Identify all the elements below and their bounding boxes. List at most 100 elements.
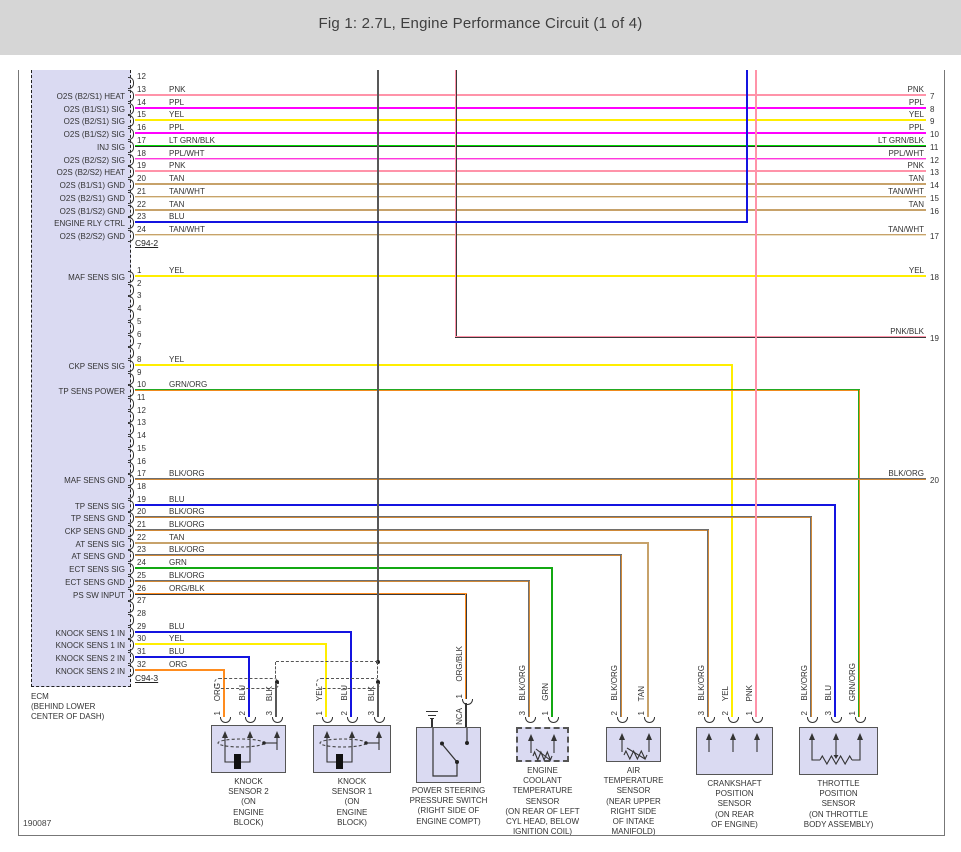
wire-LT GRN/BLK [135, 144, 926, 147]
wire-color-label: LT GRN/BLK [169, 135, 215, 145]
ecm-pin-number: 1 [137, 266, 142, 275]
ecm-pin-signal-label: PS SW INPUT [72, 590, 125, 600]
wire-PNK [755, 70, 757, 717]
ecm-pin-signal-label: INJ SIG [96, 142, 125, 152]
connector-cup-icon [751, 717, 763, 723]
title-bar: Fig 1: 2.7L, Engine Performance Circuit … [0, 0, 961, 55]
wire-BLU [135, 503, 836, 506]
wire-color-label: ORG/BLK [169, 583, 205, 593]
ecm-pin-signal-label: TP SENS GND [70, 514, 125, 524]
wire-color-vertical-label: BLK/ORG [697, 665, 706, 701]
ecm-pin-signal-label: KNOCK SENS 1 IN [55, 641, 125, 651]
wire-exit-color-label: PNK/BLK [890, 327, 924, 336]
component-pin-name: NCA [455, 708, 464, 725]
wire-color-label: GRN [169, 558, 187, 568]
wire-color-label: BLU [169, 494, 185, 504]
wire-ORG/BLK [135, 592, 467, 595]
ecm-pin-signal-label: KNOCK SENS 2 IN [55, 666, 125, 676]
wire-color-label: YEL [169, 634, 185, 644]
ecm-pin-number: 12 [137, 72, 146, 82]
ecm-pin-signal-label: KNOCK SENS 2 IN [55, 654, 125, 663]
pin-socket-icon [128, 321, 134, 334]
ecm-pin-number: 21 [137, 520, 146, 529]
ground-icon [431, 719, 433, 727]
connector-cup-icon [547, 717, 559, 723]
pin-socket-icon [128, 626, 134, 639]
wire-exit-number: 19 [930, 334, 939, 343]
ecm-pin-number: 13 [137, 418, 146, 428]
component-pin-number: 1 [848, 710, 857, 715]
wire-BLK [275, 683, 277, 717]
ecm-pin-number: 18 [137, 481, 146, 491]
component-pin-number: 1 [213, 710, 222, 715]
ecm-pin-number: 23 [137, 545, 146, 555]
ecm-pin-signal-label: AT SENS SIG [75, 539, 126, 549]
shield-ellipse-icon [214, 678, 279, 689]
ecm-pin-signal-label: O2S (B1/S1) SIG [63, 104, 125, 114]
ecm-pin-number: 14 [137, 431, 146, 441]
component-label-ect: ENGINE COOLANT TEMPERATURE SENSOR (ON REAR O… [505, 766, 580, 836]
pin-socket-icon [128, 436, 134, 449]
ecm-pin-signal-label: KNOCK SENS 1 IN [55, 628, 125, 638]
wire-PNK [135, 94, 926, 96]
wire-color-label: TAN [169, 199, 185, 209]
wire-ORG [135, 668, 225, 671]
wire-BLK/ORG [620, 555, 622, 717]
wire-TAN [647, 542, 649, 717]
ecm-pin-signal-label: AT SENS GND [71, 552, 126, 562]
pin-socket-icon [128, 347, 134, 360]
wire-BLU [834, 504, 836, 717]
wire-color-vertical-label: GRN [541, 683, 550, 701]
ecm-pin-signal-label: ECT SENS SIG [69, 565, 125, 575]
wire-exit-number: 13 [930, 168, 939, 178]
wire-exit-color-label: YEL [908, 266, 924, 275]
ecm-pin-number: 32 [137, 659, 146, 669]
pin-socket-icon [128, 128, 134, 141]
wire-color-label: BLU [169, 647, 185, 656]
connector-cup-icon [830, 717, 842, 723]
ecm-pin-signal-label: ENGINE RLY CTRL [54, 219, 125, 229]
pin-socket-icon [128, 474, 134, 487]
pin-socket-icon [128, 115, 134, 128]
pin-socket-icon [128, 410, 134, 423]
pin-socket-icon [128, 140, 134, 153]
component-box-ect [516, 727, 569, 762]
ecm-connector-label[interactable]: C94-2 [135, 238, 159, 248]
wire-color-vertical-label: ORG/BLK [455, 646, 464, 682]
pin-socket-icon [128, 563, 134, 576]
wire-GRN [135, 567, 553, 570]
pin-socket-icon [128, 575, 134, 588]
wire-exit-number: 8 [930, 104, 935, 114]
wire-color-label: ORG [169, 659, 188, 669]
wire-TAN [135, 183, 926, 186]
pin-socket-icon [128, 309, 134, 322]
pin-socket-icon [128, 191, 134, 204]
ground-icon [428, 714, 436, 716]
ecm-connector-label[interactable]: C94-3 [135, 673, 159, 683]
wire-exit-number: 11 [930, 142, 939, 152]
wire-BLU [135, 221, 748, 224]
wire-exit-number: 15 [930, 193, 939, 203]
wiring-diagram-canvas: 12 13 O2S (B2/S1) HEAT PNK PNK 7 14 O2S (B1/S1)… [18, 70, 945, 836]
pin-socket-icon [128, 537, 134, 550]
ecm-pin-number: 12 [137, 405, 146, 415]
wire-color-label: PPL [169, 97, 185, 107]
ecm-pin-signal-label: MAF SENS GND [64, 476, 125, 486]
wire-color-label: PPL [169, 123, 185, 133]
pin-socket-icon [128, 204, 134, 217]
wire-color-label: YEL [169, 266, 185, 275]
ecm-pin-signal-label: O2S (B2/S2) HEAT [56, 168, 125, 178]
ecm-pin-signal-label: O2S (B1/S1) GND [59, 181, 125, 191]
component-pin-number: 2 [238, 710, 247, 715]
connector-cup-icon [321, 717, 333, 723]
figure-title: Fig 1: 2.7L, Engine Performance Circuit … [318, 15, 643, 32]
wire-BLK/ORG [135, 478, 926, 481]
component-box-crank [696, 727, 773, 775]
wire-exit-number: 9 [930, 117, 935, 127]
pin-socket-icon [128, 230, 134, 243]
ecm-pin-number: 17 [137, 135, 146, 145]
wire-exit-color-label: YEL [908, 110, 924, 120]
pin-socket-icon [128, 296, 134, 309]
ecm-pin-number: 18 [137, 148, 146, 158]
wire-TAN/WHT [135, 195, 926, 198]
